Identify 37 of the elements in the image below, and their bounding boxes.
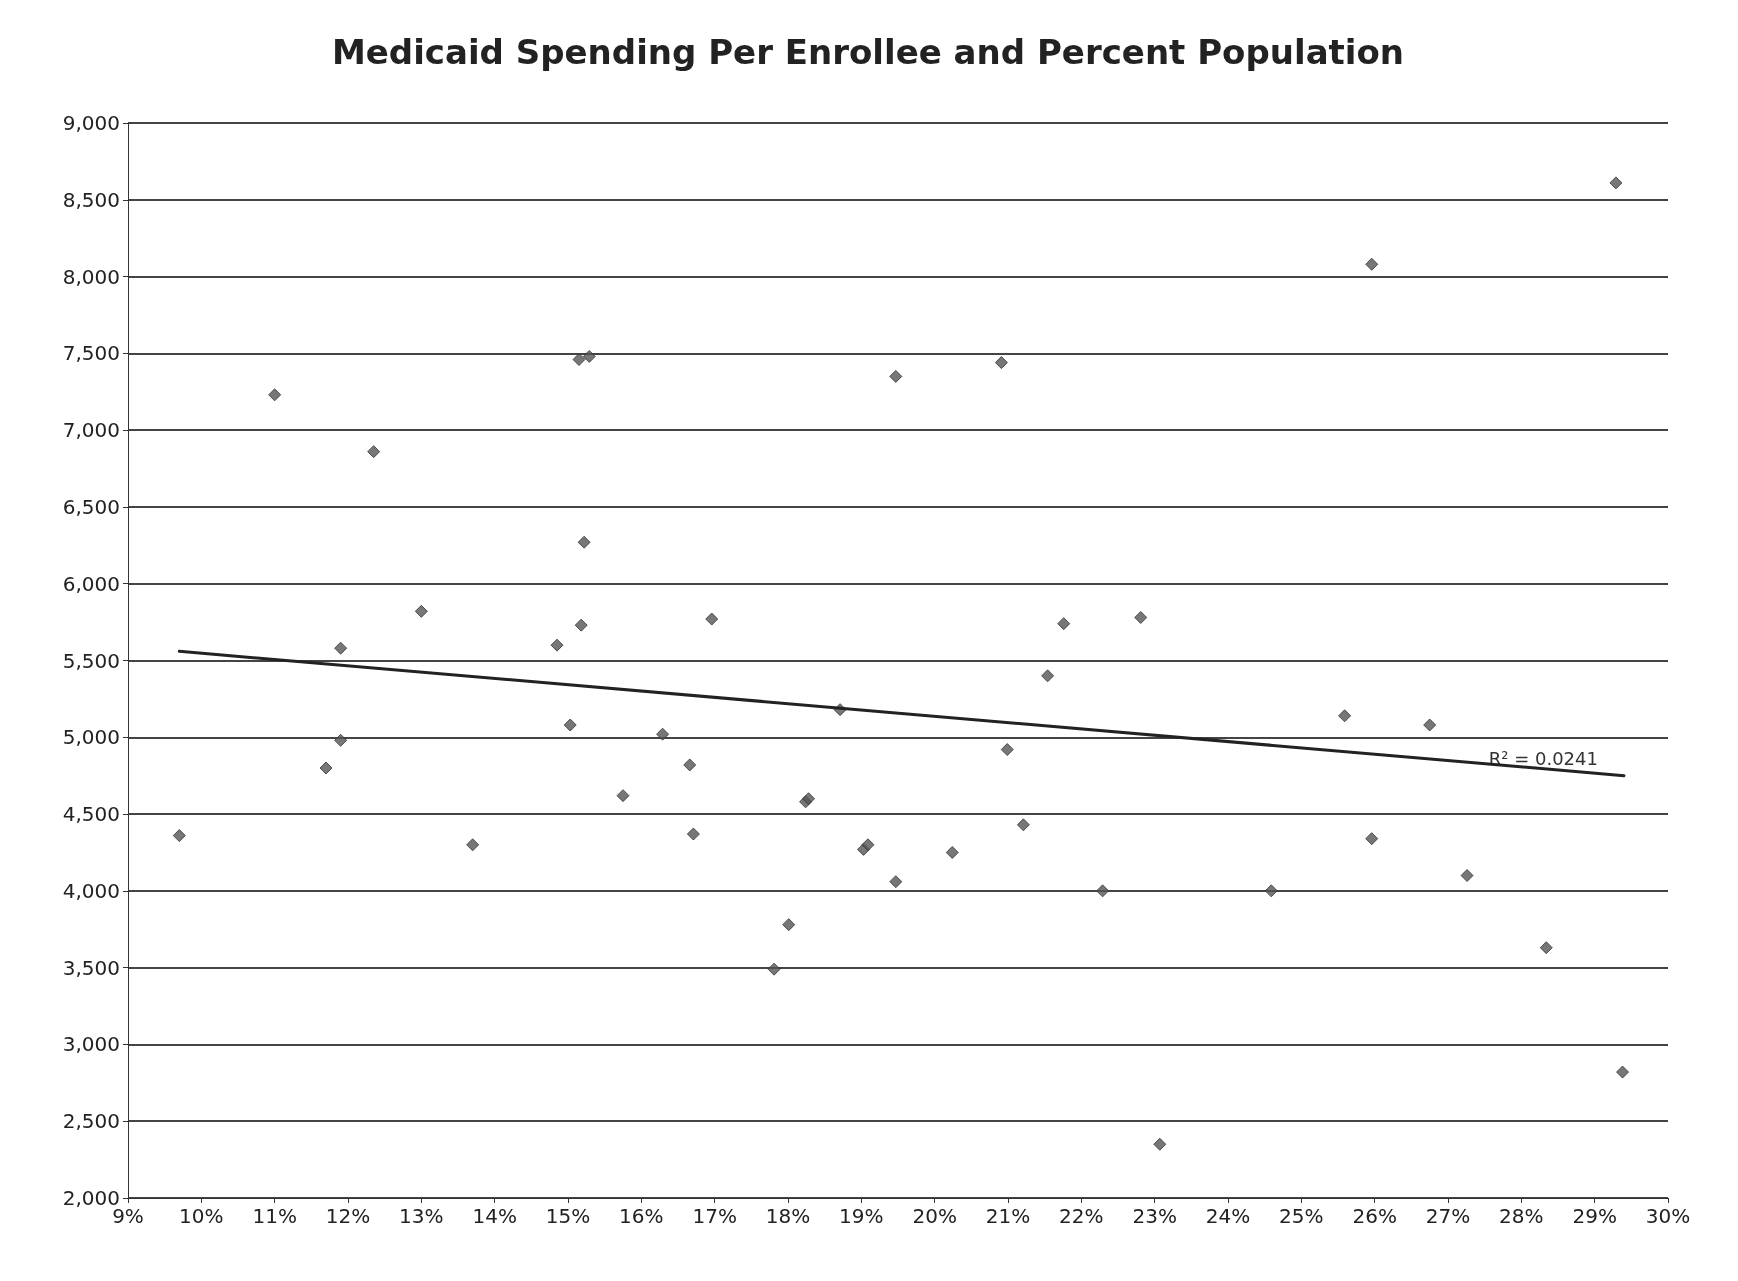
x-tick-label: 26% [1352,1204,1397,1228]
x-tick-label: 14% [472,1204,517,1228]
x-tick-label: 12% [325,1204,371,1228]
y-tick-label: 2,500 [62,1109,120,1134]
x-tick-label: 10% [179,1204,224,1228]
y-tick-label: 5,000 [62,725,120,750]
x-tick-label: 21% [985,1204,1031,1228]
x-tick-label: 25% [1279,1204,1324,1228]
y-tick-label: 6,500 [62,494,120,519]
x-tick-label: 19% [839,1204,884,1228]
y-tick-label: 5,500 [62,648,120,673]
x-tick-label: 13% [399,1204,444,1228]
x-tick-label: 28% [1499,1204,1544,1228]
x-tick-label: 29% [1572,1204,1617,1228]
y-tick-label: 8,000 [62,264,120,289]
x-tick-label: 15% [545,1204,591,1228]
x-tick-label: 20% [912,1204,957,1228]
y-tick-label: 3,500 [62,955,120,980]
y-tick-label: 6,000 [62,571,120,596]
y-tick-label: 7,500 [62,341,120,366]
x-tick-label: 17% [692,1204,737,1228]
y-tick-label: 9,000 [62,111,120,135]
y-tick-label: 4,000 [62,878,120,903]
x-tick-label: 11% [252,1204,297,1228]
chart-title: Medicaid Spending Per Enrollee and Percent Population [331,32,1405,72]
x-tick-label: 22% [1059,1204,1104,1228]
x-tick-label: 18% [765,1204,811,1228]
x-tick-label: 30% [1645,1204,1691,1228]
x-tick-label: 24% [1205,1204,1251,1228]
y-tick-label: 4,500 [62,802,120,827]
x-tick-label: 27% [1425,1204,1471,1228]
y-tick-label: 8,500 [62,187,120,212]
annotation: R² = 0.0241 [1488,747,1598,769]
y-tick-label: 3,000 [62,1032,120,1057]
y-tick-label: 7,000 [62,418,120,443]
x-tick-label: 23% [1132,1204,1177,1228]
x-tick-label: 16% [619,1204,664,1228]
